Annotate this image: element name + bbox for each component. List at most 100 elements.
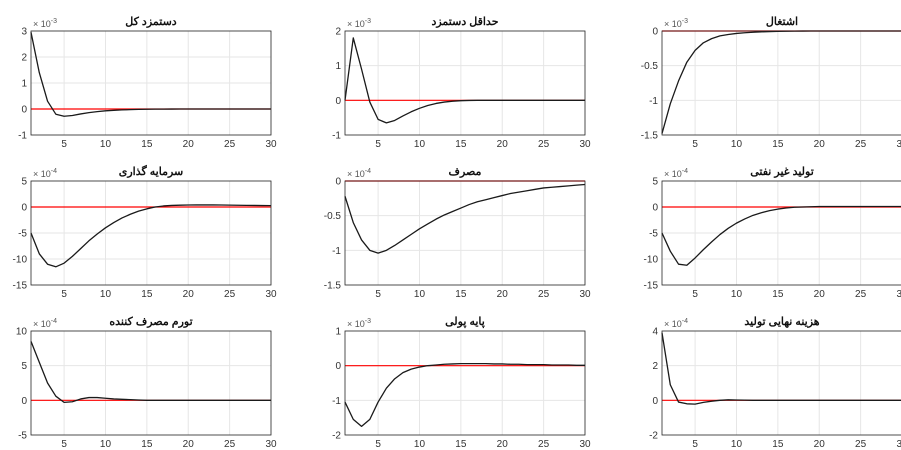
chart-title: اشتغال	[766, 16, 798, 28]
x-tick-label: 25	[224, 139, 236, 150]
y-tick-label: -1	[332, 246, 341, 257]
x-tick-label: 10	[731, 439, 743, 450]
x-tick-label: 20	[497, 139, 509, 150]
chart-title: مصرف	[449, 166, 482, 178]
x-tick-label: 25	[855, 139, 867, 150]
x-tick-label: 30	[579, 439, 591, 450]
x-tick-label: 25	[538, 439, 550, 450]
axis-exponent: × 10-4	[33, 318, 57, 329]
y-tick-label: 1	[335, 327, 341, 338]
x-tick-label: 15	[772, 439, 784, 450]
y-tick-label: -15	[13, 281, 28, 292]
y-tick-label: 0	[335, 361, 341, 372]
y-tick-label: 0	[652, 27, 658, 38]
plot-frame	[344, 330, 586, 436]
x-tick-label: 15	[455, 139, 467, 150]
chart-title: هزینه نهایی تولید	[744, 316, 819, 328]
x-tick-label: 5	[375, 289, 381, 300]
series-line-1	[344, 37, 585, 124]
x-tick-label: 10	[414, 289, 426, 300]
plot-frame	[344, 30, 586, 136]
y-tick-label: 0	[652, 203, 658, 214]
x-tick-label: 5	[375, 439, 381, 450]
y-tick-label: 5	[21, 361, 27, 372]
y-tick-label: 2	[652, 361, 658, 372]
x-tick-label: 30	[896, 439, 901, 450]
x-tick-label: 20	[183, 139, 195, 150]
x-tick-label: 20	[814, 139, 826, 150]
x-tick-label: 5	[692, 439, 698, 450]
y-tick-label: -5	[649, 229, 658, 240]
y-tick-label: -0.5	[324, 211, 342, 222]
series-line-1	[30, 32, 271, 117]
series-line-1	[344, 362, 585, 427]
plot-area	[662, 31, 901, 135]
plot-area	[345, 31, 585, 135]
chart-panel-1: 5 10 15 20 25 30 -1 0 1 2 3 × 10-3 دستمزد کل	[18, 16, 277, 150]
x-tick-label: 20	[497, 289, 509, 300]
y-tick-label: 1	[21, 79, 27, 90]
axis-exponent: × 10-3	[347, 18, 371, 29]
x-tick-label: 20	[814, 289, 826, 300]
chart-panel-3: 5 10 15 20 25 30 -1.5 -1 -0.5 0 × 10-3 اشتغال	[641, 16, 901, 150]
axis-exponent: × 10-4	[664, 318, 688, 329]
x-tick-label: 20	[497, 439, 509, 450]
y-tick-label: 0	[335, 96, 341, 107]
plot-frame	[661, 30, 901, 136]
y-tick-label: 0	[21, 396, 27, 407]
series-line-1	[661, 205, 901, 266]
y-tick-label: -2	[649, 431, 658, 442]
y-tick-label: -5	[18, 229, 27, 240]
plot-area	[345, 331, 585, 435]
y-tick-label: -1	[332, 131, 341, 142]
y-tick-label: 5	[21, 177, 27, 188]
x-tick-label: 10	[414, 139, 426, 150]
series-line-1	[30, 204, 272, 268]
y-tick-label: 1	[335, 61, 341, 72]
x-tick-label: 10	[100, 139, 112, 150]
y-tick-label: -10	[13, 255, 28, 266]
plot-area	[31, 331, 271, 435]
series-line-1	[661, 332, 901, 405]
x-tick-label: 5	[375, 139, 381, 150]
y-tick-label: -10	[644, 255, 659, 266]
x-tick-label: 25	[855, 439, 867, 450]
x-tick-label: 15	[141, 289, 153, 300]
series-line-1	[30, 341, 271, 404]
plot-frame	[30, 180, 272, 286]
y-tick-label: 0	[21, 105, 27, 116]
chart-title: حداقل دستمزد	[431, 16, 498, 28]
chart-panel-4: 5 10 15 20 25 30 -15 -10 -5 0 5 × 10-4 سرمایه گذاری	[13, 164, 277, 300]
x-tick-label: 15	[141, 439, 153, 450]
x-tick-label: 10	[731, 289, 743, 300]
chart-title: دستمزد کل	[125, 16, 176, 28]
y-tick-label: 10	[16, 327, 28, 338]
chart-title: تورم مصرف کننده	[109, 316, 192, 328]
chart-panel-5: 5 10 15 20 25 30 -1.5 -1 -0.5 0 × 10-4 مصرف	[324, 166, 591, 300]
x-tick-label: 10	[731, 139, 743, 150]
x-tick-label: 5	[61, 139, 67, 150]
y-tick-label: 2	[21, 53, 27, 64]
x-tick-label: 10	[100, 439, 112, 450]
x-tick-label: 25	[855, 289, 867, 300]
x-tick-label: 30	[896, 139, 901, 150]
x-tick-label: 15	[772, 139, 784, 150]
y-tick-label: -5	[18, 431, 27, 442]
plot-frame	[30, 330, 272, 436]
y-tick-label: -1.5	[641, 131, 659, 142]
chart-panel-8: 5 10 15 20 25 30 -2 -1 0 1 × 10-3 پایه پولی	[332, 316, 591, 450]
y-tick-label: 4	[652, 327, 658, 338]
x-tick-label: 10	[100, 289, 112, 300]
x-tick-label: 20	[183, 439, 195, 450]
x-tick-label: 20	[183, 289, 195, 300]
x-tick-label: 25	[224, 289, 236, 300]
plot-area	[345, 181, 585, 285]
x-tick-label: 30	[265, 439, 277, 450]
y-tick-label: -15	[644, 281, 659, 292]
axis-exponent: × 10-3	[347, 318, 371, 329]
plot-frame	[661, 180, 901, 286]
x-tick-label: 15	[455, 289, 467, 300]
x-tick-label: 25	[224, 439, 236, 450]
axis-exponent: × 10-4	[664, 168, 688, 179]
